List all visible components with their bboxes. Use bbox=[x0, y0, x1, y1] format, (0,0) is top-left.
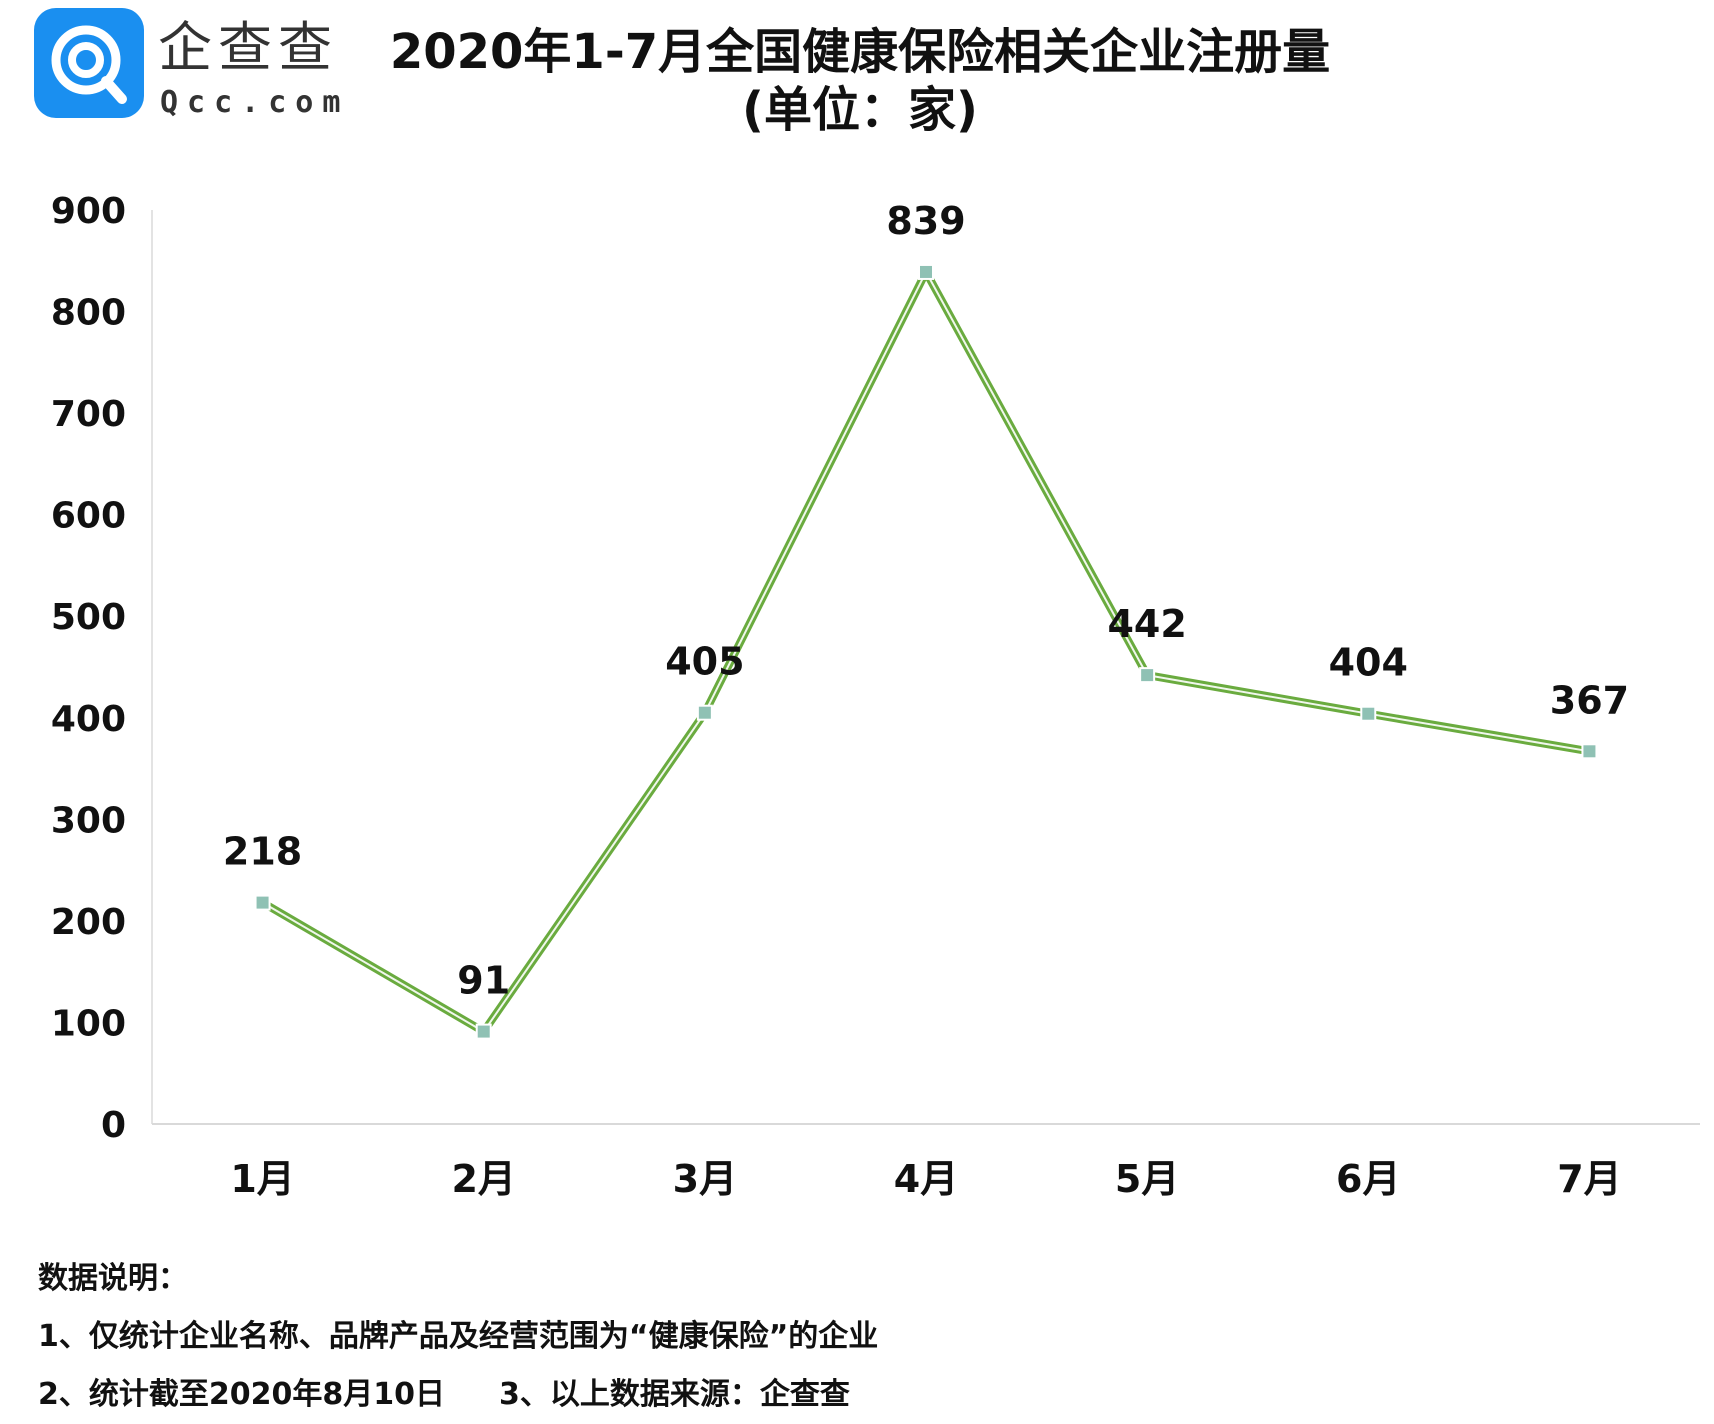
magnifier-icon bbox=[51, 25, 127, 104]
y-tick-label: 100 bbox=[51, 1003, 126, 1044]
brand-domain: Qcc.com bbox=[160, 85, 349, 120]
line-chart: 2020年1-7月全国健康保险相关企业注册量 (单位：家) 0 100 200 300… bbox=[51, 24, 1700, 1201]
data-point bbox=[1360, 705, 1377, 722]
y-tick-label: 800 bbox=[51, 293, 126, 334]
x-tick-label: 7月 bbox=[1557, 1157, 1621, 1201]
y-tick-label: 900 bbox=[51, 191, 126, 232]
y-tick-label: 0 bbox=[101, 1105, 126, 1146]
chart-subtitle: (单位：家) bbox=[742, 82, 978, 138]
y-tick-label: 700 bbox=[51, 394, 126, 435]
data-point bbox=[696, 704, 713, 721]
data-point bbox=[475, 1023, 492, 1040]
x-tick-label: 6月 bbox=[1336, 1157, 1400, 1201]
data-point bbox=[254, 894, 271, 911]
x-tick-label: 1月 bbox=[230, 1157, 294, 1201]
brand-name: 企查查 bbox=[158, 16, 338, 79]
series-group bbox=[254, 263, 1598, 1040]
data-point bbox=[1139, 667, 1156, 684]
note-source: 3、以上数据来源：企查查 bbox=[499, 1377, 850, 1412]
data-label: 404 bbox=[1329, 641, 1408, 685]
x-tick-label: 4月 bbox=[894, 1157, 958, 1201]
data-label: 442 bbox=[1107, 602, 1186, 646]
x-tick-label: 5月 bbox=[1115, 1157, 1179, 1201]
data-point bbox=[1581, 743, 1598, 760]
data-notes: 数据说明： 1、仅统计企业名称、品牌产品及经营范围为“健康保险”的企业 2、统计… bbox=[38, 1250, 878, 1424]
data-label: 91 bbox=[457, 959, 510, 1003]
x-axis-ticks: 1月 2月 3月 4月 5月 6月 7月 bbox=[230, 1157, 1621, 1201]
y-tick-label: 400 bbox=[51, 699, 126, 740]
y-tick-label: 200 bbox=[51, 902, 126, 943]
data-labels: 218 91 405 839 442 404 367 bbox=[223, 199, 1629, 1003]
chart-title: 2020年1-7月全国健康保险相关企业注册量 bbox=[390, 24, 1330, 80]
y-axis-ticks: 0 100 200 300 400 500 600 700 800 900 bbox=[51, 191, 126, 1146]
y-tick-label: 600 bbox=[51, 496, 126, 537]
x-tick-label: 3月 bbox=[673, 1157, 737, 1201]
data-label: 218 bbox=[223, 830, 302, 874]
data-label: 367 bbox=[1550, 678, 1629, 722]
x-tick-label: 2月 bbox=[451, 1157, 515, 1201]
y-tick-label: 300 bbox=[51, 800, 126, 841]
data-point bbox=[918, 263, 934, 280]
note-line-2: 2、统计截至2020年8月10日 3、以上数据来源：企查查 bbox=[38, 1366, 878, 1424]
data-label: 839 bbox=[886, 199, 965, 243]
note-line-1: 1、仅统计企业名称、品牌产品及经营范围为“健康保险”的企业 bbox=[38, 1319, 879, 1354]
data-label: 405 bbox=[665, 640, 744, 684]
y-tick-label: 500 bbox=[51, 597, 126, 638]
qcc-logo: 企查查 Qcc.com bbox=[34, 8, 349, 120]
notes-heading: 数据说明： bbox=[38, 1261, 188, 1296]
note-cutoff-date: 2、统计截至2020年8月10日 bbox=[38, 1377, 445, 1412]
